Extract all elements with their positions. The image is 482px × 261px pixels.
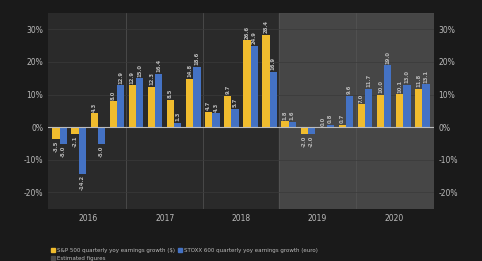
Text: 13.0: 13.0 [404,70,409,83]
Bar [301,127,308,134]
Text: 8.5: 8.5 [168,88,173,98]
Text: 4.3: 4.3 [214,102,218,112]
Text: 11.7: 11.7 [366,74,371,87]
Bar [174,123,181,127]
Bar [193,67,201,127]
Text: -14.2: -14.2 [80,175,85,190]
Bar [148,87,155,127]
Bar [129,85,136,127]
Text: 1.8: 1.8 [282,110,288,120]
Bar [365,89,372,127]
Bar [377,95,384,127]
Bar [403,85,411,127]
Text: 16.4: 16.4 [156,59,161,72]
Bar [358,104,365,127]
Text: -3.5: -3.5 [54,140,58,152]
Text: 5.7: 5.7 [233,98,238,107]
Bar [110,101,117,127]
Text: 9.6: 9.6 [347,85,352,94]
Text: 1.6: 1.6 [290,111,295,120]
Text: 12.9: 12.9 [130,70,135,84]
Text: 26.6: 26.6 [244,26,249,39]
Bar [327,125,334,127]
Bar [53,127,60,139]
Bar [243,40,251,127]
Text: -2.1: -2.1 [73,136,78,147]
Bar [167,99,174,127]
Bar [269,72,277,127]
Bar [213,113,220,127]
Text: 28.4: 28.4 [264,20,268,33]
Text: 16.9: 16.9 [271,57,276,70]
Text: 8.0: 8.0 [111,90,116,99]
Bar [262,35,269,127]
Text: 10.1: 10.1 [397,80,402,93]
Text: -2.0: -2.0 [302,135,307,147]
Text: 24.9: 24.9 [252,32,257,44]
Bar [281,121,289,127]
Text: 18.6: 18.6 [194,52,200,65]
Bar [384,65,391,127]
Text: 0.0: 0.0 [321,116,326,126]
Text: 19.0: 19.0 [385,51,390,64]
Text: 9.7: 9.7 [225,85,230,94]
Bar [224,96,231,127]
Text: 0.7: 0.7 [340,114,345,123]
Bar [136,78,143,127]
Bar [415,89,422,127]
Legend: S&P 500 quarterly yoy earnings growth ($), STOXX 600 quarterly yoy earnings grow: S&P 500 quarterly yoy earnings growth ($… [51,248,318,253]
Bar [308,127,315,134]
Bar [117,85,124,127]
Text: 15.0: 15.0 [137,64,142,77]
Text: 12.9: 12.9 [118,70,123,84]
Bar [231,109,239,127]
Text: 11.8: 11.8 [416,74,421,87]
Text: 0.8: 0.8 [328,114,333,123]
Bar [279,13,436,209]
Legend: Estimated figures: Estimated figures [51,256,106,261]
Bar [186,79,193,127]
Bar [422,85,429,127]
Text: -5.0: -5.0 [61,145,66,157]
Bar [339,125,346,127]
Bar [98,127,105,144]
Bar [79,127,86,174]
Bar [396,94,403,127]
Bar [289,122,296,127]
Bar [60,127,67,144]
Text: 7.0: 7.0 [359,93,364,103]
Text: 13.1: 13.1 [424,70,428,83]
Bar [251,46,258,127]
Text: 14.8: 14.8 [187,64,192,77]
Text: 10.0: 10.0 [378,80,383,93]
Text: 4.7: 4.7 [206,101,211,110]
Bar [346,96,353,127]
Text: 4.3: 4.3 [92,102,97,112]
Text: -5.0: -5.0 [99,145,104,157]
Text: 12.3: 12.3 [149,73,154,86]
Bar [91,113,98,127]
Bar [71,127,79,134]
Bar [205,112,213,127]
Bar [155,74,162,127]
Text: -2.0: -2.0 [309,135,314,147]
Text: 1.3: 1.3 [175,112,180,121]
